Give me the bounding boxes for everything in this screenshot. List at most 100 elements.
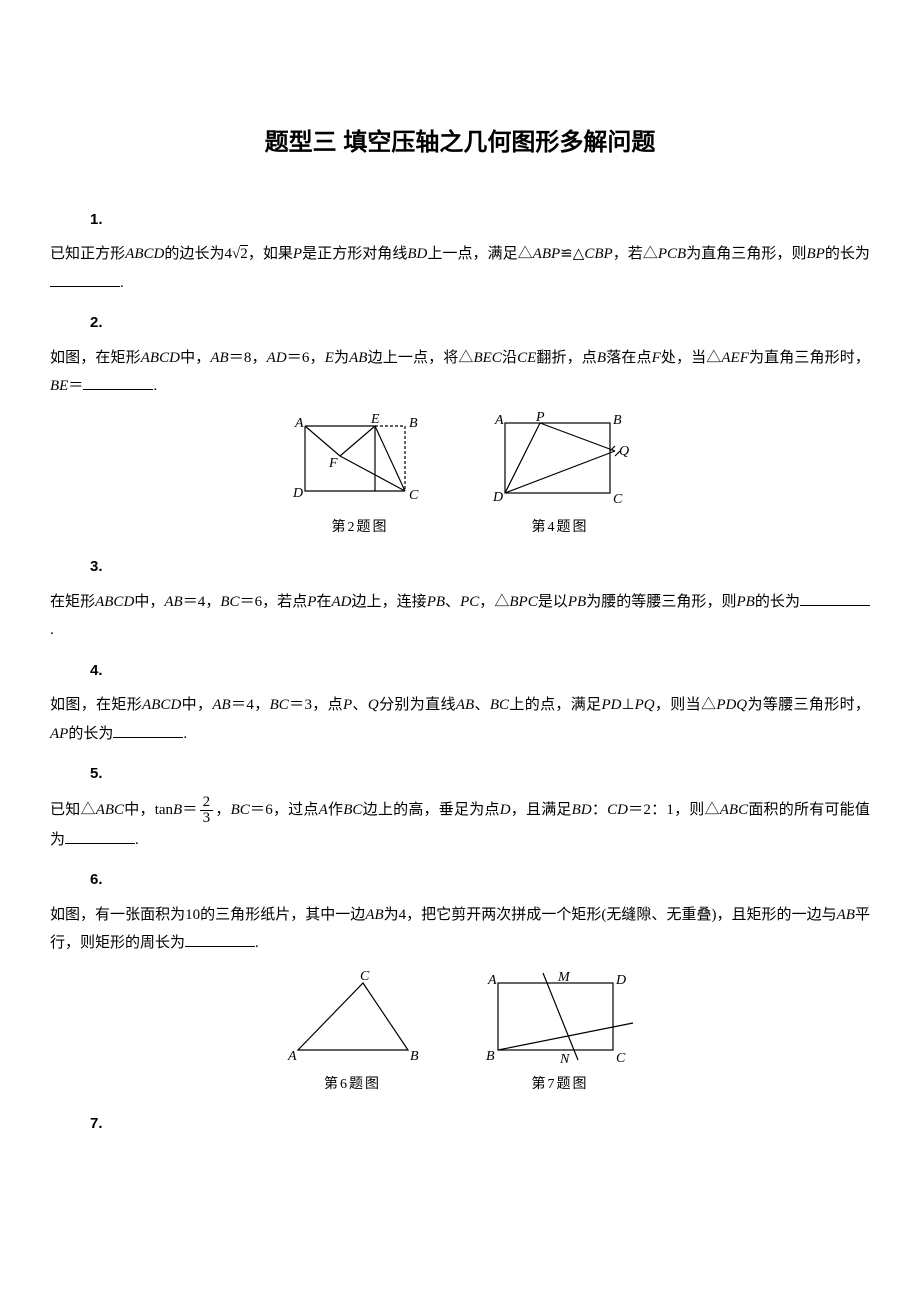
lblD: D [492, 490, 503, 505]
t: 如图，有一张面积为10的三角形纸片，其中一边 [50, 907, 365, 923]
t: ＝3，点 [289, 697, 343, 713]
t: . [50, 622, 54, 638]
var: PB [737, 594, 755, 610]
t: ＝6， [287, 350, 325, 366]
t: 的长为 [755, 594, 800, 610]
var: BC [490, 697, 509, 713]
t: 中，tan [124, 802, 173, 818]
fraction: 23 [200, 795, 214, 826]
t: . [183, 726, 187, 742]
lblA: A [294, 416, 304, 431]
t: ＝2：1，则△ [628, 802, 720, 818]
var: AB [349, 350, 367, 366]
t: ⊥ [621, 697, 634, 713]
var: ABC [96, 802, 124, 818]
lblC: C [616, 1051, 626, 1066]
t: . [120, 275, 124, 291]
var: BC [220, 594, 239, 610]
t: . [255, 935, 259, 951]
var: BC [270, 697, 289, 713]
var: BPC [509, 594, 537, 610]
t: ≌△ [560, 246, 584, 262]
q3-number: 3. [90, 553, 870, 582]
t: 处，当△ [661, 350, 722, 366]
var: AD [267, 350, 287, 366]
t: 如图，在矩形 [50, 350, 141, 366]
t: 在 [316, 594, 331, 610]
t: ＝6，若点 [240, 594, 308, 610]
var: AB [210, 350, 228, 366]
blank [50, 272, 120, 287]
var: E [325, 350, 334, 366]
figure-6-svg: A B C [278, 968, 428, 1068]
var: ABCD [125, 246, 164, 262]
t: 的长为 [68, 726, 113, 742]
t: 已知正方形 [50, 246, 125, 262]
q2-number: 2. [90, 309, 870, 338]
var: BP [807, 246, 825, 262]
denominator: 3 [200, 811, 214, 826]
t: ，△ [479, 594, 509, 610]
t: 为腰的等腰三角形，则 [586, 594, 736, 610]
figure-7-caption: 第7题图 [478, 1072, 643, 1099]
q1-number: 1. [90, 206, 870, 235]
var: BC [343, 802, 362, 818]
lblB: B [486, 1049, 495, 1064]
var: AB [837, 907, 855, 923]
t: 的边长为4 [164, 246, 232, 262]
var: A [319, 802, 328, 818]
q3-text: 在矩形ABCD中，AB＝4，BC＝6，若点P在AD边上，连接PB、PC，△BPC… [50, 588, 870, 645]
t: 为等腰三角形时， [747, 697, 870, 713]
lblA: A [287, 1049, 297, 1064]
t: 如图，在矩形 [50, 697, 142, 713]
t: ，则当△ [655, 697, 717, 713]
lblB: B [409, 416, 418, 431]
figure-4-svg: A P B Q D C [485, 411, 635, 511]
var: PB [568, 594, 586, 610]
t: . [153, 378, 157, 394]
var: PD [601, 697, 621, 713]
t: ＝ [182, 802, 197, 818]
t: 为4，把它剪开两次拼成一个矩形(无缝隙、无重叠)，且矩形的一边与 [384, 907, 837, 923]
var: ABCD [142, 697, 181, 713]
figure-4: A P B Q D C 第4题图 [485, 411, 635, 542]
t: ＝ [68, 378, 83, 394]
t: 作 [328, 802, 343, 818]
figure-4-caption: 第4题图 [485, 515, 635, 542]
lblF: F [328, 456, 338, 471]
lblA: A [487, 973, 497, 988]
var: P [293, 246, 302, 262]
t: 、 [474, 697, 490, 713]
figure-2-svg: A E B F D C [285, 411, 435, 511]
var: ABC [720, 802, 748, 818]
var: AD [331, 594, 351, 610]
figure-7-svg: A M D B N C [478, 968, 643, 1068]
t: ， [215, 802, 230, 818]
var: BEC [473, 350, 501, 366]
lblE: E [370, 412, 380, 427]
lblN: N [559, 1052, 570, 1067]
var: P [343, 697, 352, 713]
q4-number: 4. [90, 657, 870, 686]
t: 上一点，满足△ [427, 246, 532, 262]
t: 、 [352, 697, 368, 713]
var: CD [607, 802, 628, 818]
lblD: D [292, 486, 303, 501]
blank [83, 375, 153, 390]
lblD: D [615, 973, 626, 988]
var: AB [164, 594, 182, 610]
lblC: C [409, 488, 419, 503]
q7-number: 7. [90, 1110, 870, 1139]
var: CE [517, 350, 536, 366]
lblM: M [557, 970, 571, 985]
lblQ: Q [619, 444, 629, 459]
t: ＝8， [229, 350, 267, 366]
figure-6-caption: 第6题图 [278, 1072, 428, 1099]
q2-text: 如图，在矩形ABCD中，AB＝8，AD＝6，E为AB边上一点，将△BEC沿CE翻… [50, 344, 870, 401]
t: 边上的高，垂足为点 [362, 802, 499, 818]
t: ： [592, 802, 607, 818]
var: Q [368, 697, 379, 713]
q6-text: 如图，有一张面积为10的三角形纸片，其中一边 AB为4，把它剪开两次拼成一个矩形(… [50, 901, 870, 958]
q6-number: 6. [90, 866, 870, 895]
t: ＝4， [231, 697, 270, 713]
